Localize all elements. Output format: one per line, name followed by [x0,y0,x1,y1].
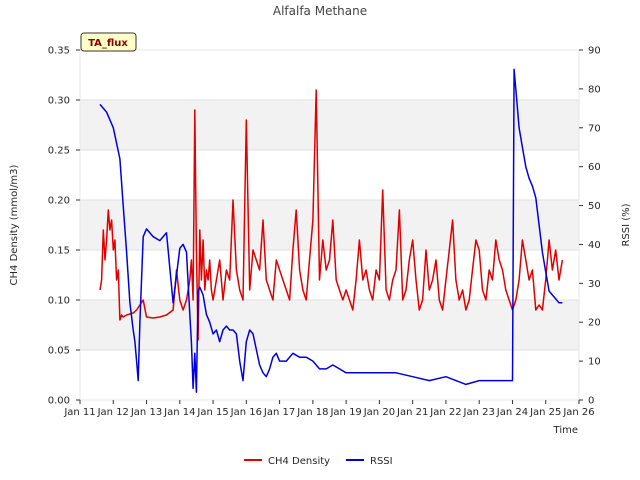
x-tick-label: Jan 21 [396,407,428,418]
legend-label-rssi: RSSI [370,456,393,467]
y-tick-label: 0.15 [48,246,70,257]
x-tick-label: Jan 22 [429,407,461,418]
x-tick-label: Jan 19 [329,407,361,418]
chart-title: Alfalfa Methane [273,4,367,18]
series-line-rssi [99,68,563,393]
x-axis-label: Time [553,425,578,436]
ta-flux-badge: TA_flux [80,32,137,52]
y2-tick-label: 50 [588,201,601,212]
y-tick-label: 0.35 [48,46,70,57]
x-tick-label: Jan 17 [263,407,295,418]
x-tick-label: Jan 13 [130,407,162,418]
x-tick-label: Jan 23 [463,407,495,418]
y-tick-label: 0.10 [48,296,70,307]
x-tick-label: Jan 16 [230,407,262,418]
y2-tick-label: 60 [588,162,601,173]
y-tick-label: 0.05 [48,346,70,357]
x-tick-label: Jan 14 [163,407,195,418]
x-axis: Jan 11 Jan 12 Jan 13 Jan 14 Jan 15 Jan 16 Jan … [63,400,595,418]
x-tick-label: Jan 12 [97,407,129,418]
y-axis-label: CH4 Density (mmol/m3) [9,164,20,285]
y-tick-label: 0.20 [48,196,70,207]
grid-band [80,200,579,250]
x-tick-label: Jan 25 [529,407,561,418]
series-layer [99,68,564,393]
legend-label-ch4-density: CH4 Density [268,456,330,467]
y-axis-right: 0 10 20 30 40 50 60 70 80 90 [579,46,601,407]
y2-tick-label: 80 [588,84,601,95]
grid-band [80,100,579,150]
x-tick-label: Jan 18 [296,407,328,418]
y-axis-left: 0.00 0.05 0.10 0.15 0.20 0.25 0.30 0.35 [48,46,80,407]
x-tick-label: Jan 11 [63,407,95,418]
x-tick-label: Jan 15 [196,407,228,418]
badge-label: TA_flux [88,38,128,49]
y2-tick-label: 10 [588,357,601,368]
y2-tick-label: 90 [588,46,601,57]
y2-axis-label: RSSI (%) [621,203,632,246]
y-tick-label: 0.25 [48,146,70,157]
y2-tick-label: 40 [588,240,601,251]
y2-tick-label: 70 [588,123,601,134]
y2-tick-label: 30 [588,279,601,290]
y-tick-label: 0.00 [48,396,70,407]
badge-box [80,32,137,52]
x-tick-label: Jan 20 [363,407,395,418]
x-tick-label: Jan 26 [562,407,594,418]
legend: CH4 Density RSSI [244,456,393,467]
plot-area [79,49,580,401]
grid-band [80,300,579,350]
grid-bands [80,49,579,401]
y-tick-label: 0.30 [48,96,70,107]
y2-tick-label: 20 [588,318,601,329]
series-line-ch4-density [99,89,564,341]
y2-tick-label: 0 [588,396,594,407]
x-tick-label: Jan 24 [496,407,528,418]
